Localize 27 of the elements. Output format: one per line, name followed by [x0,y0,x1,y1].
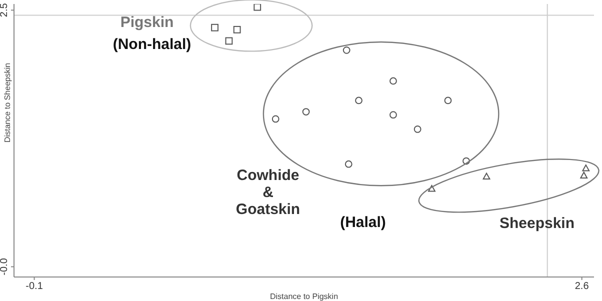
y-axis-title: Distance to Sheepskin [2,62,12,142]
point [302,108,310,116]
point [355,96,362,104]
point [482,172,490,180]
annotation: Pigskin [120,14,174,31]
point [580,172,588,178]
annotation: Cowhide & Goatskin [236,167,300,218]
point [254,4,262,11]
point [414,126,422,133]
point [211,24,218,32]
annotation: (Halal) [340,214,386,231]
x-axis-title: Distance to Pigskin [270,292,338,301]
point [344,160,352,168]
point [233,26,241,34]
y-tick-label: -0.0 [0,258,10,276]
annotation: Sheepskin [499,215,575,232]
x-tick-label: -0.1 [26,281,44,292]
x-tick-label: 2.6 [574,281,590,292]
point [342,46,350,54]
point [225,37,233,45]
point [390,77,397,85]
y-tick-label: 2.5 [0,2,10,18]
point [272,115,280,123]
point [444,96,452,104]
annotation: (Non-halal) [112,36,192,53]
point [582,164,590,172]
point [390,111,397,119]
